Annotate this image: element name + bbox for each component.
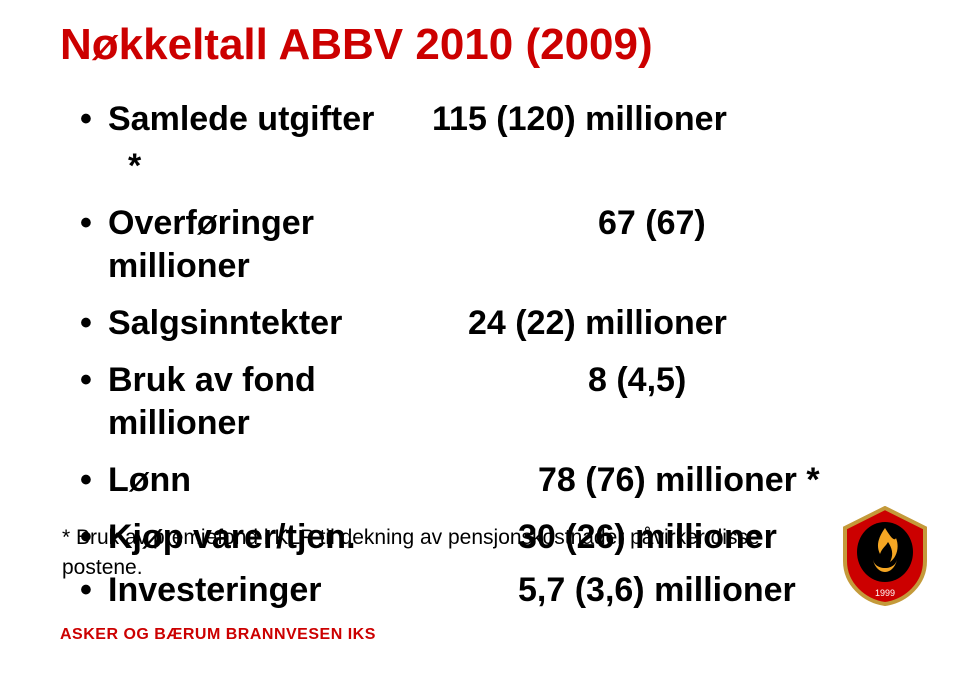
bullet-overforinger-cont: millioner [80, 247, 920, 286]
bullet-value: 78 (76) millioner * [538, 461, 820, 500]
bullet-bruk-av-fond: • Bruk av fond 8 (4,5) [80, 361, 920, 400]
bullet-dot-icon: • [80, 461, 108, 500]
bullet-list: • Samlede utgifter 115 (120) millioner *… [60, 100, 920, 610]
bullet-investeringer: • Investeringer 5,7 (3,6) millioner [80, 571, 920, 610]
footer-org-text: ASKER OG BÆRUM BRANNVESEN IKS [60, 626, 376, 644]
bullet-samlede-utgifter: • Samlede utgifter 115 (120) millioner [80, 100, 920, 139]
bullet-dot-icon: • [80, 361, 108, 400]
bullet-label: Investeringer [108, 571, 438, 610]
bullet-value: 115 (120) millioner [432, 100, 727, 139]
bullet-bruk-av-fond-cont: millioner [80, 404, 920, 443]
bullet-label: Overføringer [108, 204, 428, 243]
bullet-label: Salgsinntekter [108, 304, 428, 343]
bullet-value: 67 (67) [598, 204, 706, 243]
bullet-value: 5,7 (3,6) millioner [518, 571, 796, 610]
bullet-label: Samlede utgifter [108, 100, 428, 139]
bullet-dot-icon: • [80, 100, 108, 139]
bullet-value: 24 (22) millioner [468, 304, 727, 343]
bullet-dot-icon: • [80, 304, 108, 343]
bullet-dot-icon: • [80, 518, 108, 557]
overlapping-region: * Bruk av premiefond i KLP til dekning a… [80, 518, 920, 610]
bullet-label-cont: millioner [108, 247, 250, 286]
bullet-dot-icon: • [80, 571, 108, 610]
bullet-label: Bruk av fond [108, 361, 428, 400]
bullet-value: 8 (4,5) [588, 361, 686, 400]
bullet-label: Kjøp varer/tjen. [108, 518, 448, 557]
slide-title: Nøkkeltall ABBV 2010 (2009) [60, 20, 920, 70]
bullet-lonn: • Lønn 78 (76) millioner * [80, 461, 920, 500]
bullet-label-cont: millioner [108, 404, 250, 443]
asterisk-marker: * [128, 147, 920, 186]
bullet-label: Lønn [108, 461, 428, 500]
slide-container: Nøkkeltall ABBV 2010 (2009) • Samlede ut… [0, 0, 960, 676]
bullet-kjop-varer: • Kjøp varer/tjen. 30 (26) millioner [80, 518, 920, 557]
bullet-overforinger: • Overføringer 67 (67) [80, 204, 920, 243]
bullet-dot-icon: • [80, 204, 108, 243]
bullet-value: 30 (26) millioner [518, 518, 777, 557]
bullet-salgsinntekter: • Salgsinntekter 24 (22) millioner [80, 304, 920, 343]
